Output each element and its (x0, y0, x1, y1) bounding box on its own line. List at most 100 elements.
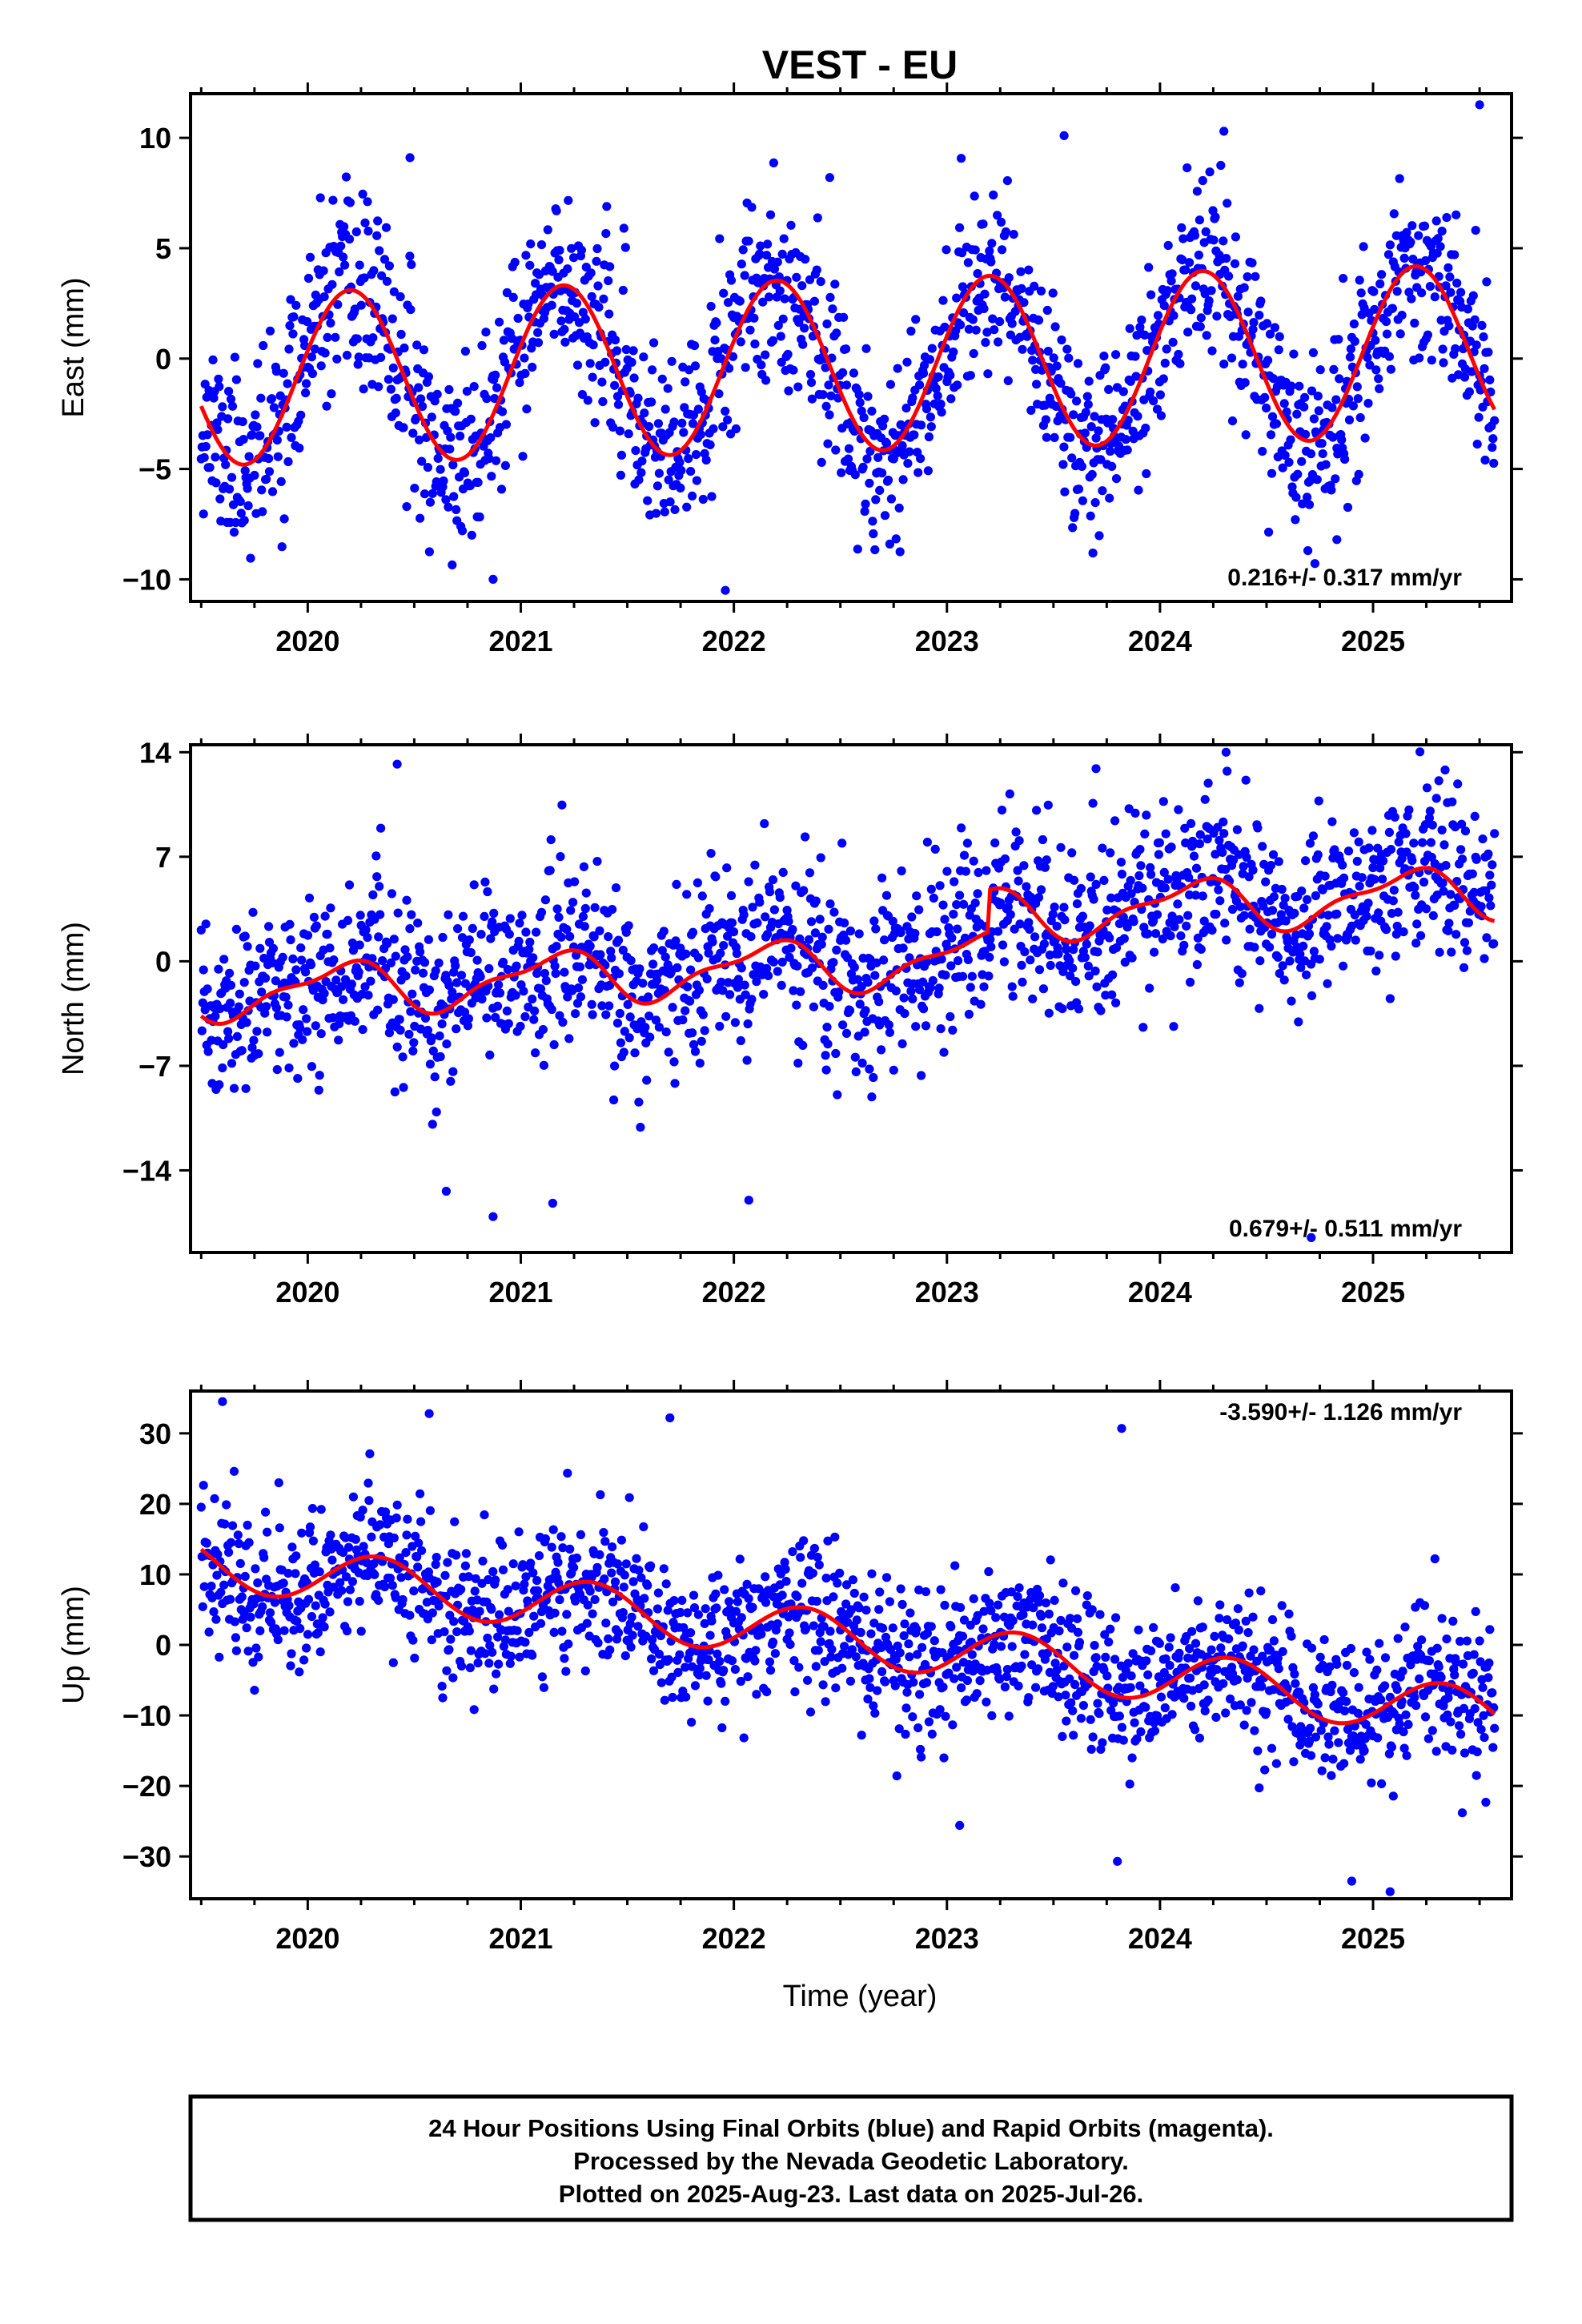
east-point (816, 277, 825, 287)
up-point (348, 1492, 358, 1502)
east-point (510, 257, 520, 267)
north-point (425, 1059, 436, 1069)
up-point (608, 1542, 617, 1552)
north-point (1078, 911, 1087, 921)
north-point (958, 899, 969, 909)
north-point (399, 1083, 408, 1092)
up-point (1221, 1708, 1231, 1718)
north-point (1042, 855, 1051, 865)
east-point (871, 495, 881, 505)
up-point (1002, 1665, 1012, 1675)
east-point (1080, 428, 1090, 438)
north-point (1186, 977, 1195, 987)
up-point (243, 1520, 252, 1530)
east-point (1371, 336, 1380, 345)
east-point (215, 382, 224, 392)
north-point (597, 1001, 607, 1011)
east-point (1106, 446, 1115, 456)
up-point (956, 1602, 966, 1612)
east-point (995, 317, 1005, 327)
north-point (1438, 879, 1447, 888)
north-point (1228, 855, 1239, 865)
east-point (477, 340, 487, 351)
east-point (339, 222, 349, 231)
east-point (1354, 469, 1363, 480)
up-point (363, 1478, 373, 1488)
up-point (808, 1568, 818, 1578)
up-point (512, 1626, 522, 1635)
east-point (855, 398, 865, 408)
up-point (627, 1612, 636, 1622)
north-point (452, 1024, 461, 1034)
north-point (504, 930, 514, 939)
up-point (1353, 1708, 1363, 1718)
east-point (1107, 461, 1117, 472)
up-point (207, 1582, 216, 1591)
north-point (251, 961, 260, 971)
east-point (1264, 527, 1274, 537)
north-point (335, 1019, 344, 1028)
east-point (1270, 323, 1279, 332)
up-point (865, 1674, 874, 1683)
east-point (789, 365, 798, 375)
north-point (950, 877, 959, 887)
east-point (1050, 322, 1060, 332)
north-point (941, 971, 950, 980)
east-point (709, 424, 718, 434)
up-point (1073, 1627, 1083, 1637)
north-point (670, 1079, 680, 1088)
east-point (1262, 403, 1271, 413)
north-point (1349, 828, 1359, 838)
east-point (307, 368, 317, 379)
north-point (614, 969, 624, 979)
up-point (1002, 1672, 1011, 1682)
east-point (475, 512, 484, 522)
north-point (413, 919, 423, 928)
east-point (272, 436, 282, 445)
north-point (705, 904, 714, 914)
east-point (1436, 316, 1446, 325)
up-point (1193, 1596, 1203, 1606)
north-point (511, 991, 520, 1000)
north-point (1138, 1023, 1148, 1032)
up-point (213, 1550, 223, 1559)
up-point (1076, 1714, 1086, 1723)
east-point-outlier (1475, 100, 1484, 110)
north-point (970, 899, 980, 908)
east-point (1098, 486, 1107, 496)
east-point (211, 478, 221, 488)
east-point (1425, 282, 1435, 292)
north-x-tick-label: 2024 (1128, 1276, 1192, 1309)
up-point (917, 1752, 926, 1762)
up-point (705, 1630, 715, 1640)
up-point (311, 1601, 320, 1610)
north-point (285, 919, 295, 929)
east-point (1068, 523, 1078, 533)
east-point (1070, 509, 1080, 518)
up-point (849, 1588, 859, 1598)
east-point (1196, 313, 1206, 323)
up-point (813, 1552, 822, 1562)
north-point (224, 1034, 234, 1043)
east-point (231, 375, 241, 384)
north-point (395, 1015, 404, 1024)
north-point (1130, 808, 1140, 818)
north-point (648, 959, 658, 969)
north-point (339, 995, 348, 1004)
north-point (626, 955, 636, 966)
north-point (580, 922, 589, 931)
north-point (825, 899, 835, 909)
north-point (570, 877, 580, 887)
north-point (1295, 949, 1305, 959)
up-point (1332, 1659, 1342, 1669)
east-point (1067, 453, 1077, 463)
up-point (211, 1614, 221, 1624)
up-point (1150, 1726, 1160, 1735)
east-point (316, 361, 326, 371)
north-point (1034, 965, 1045, 975)
east-point (420, 489, 430, 499)
up-point (199, 1481, 208, 1490)
north-point (1066, 971, 1075, 981)
east-point (528, 362, 537, 372)
east-x-tick-label: 2022 (702, 625, 766, 657)
